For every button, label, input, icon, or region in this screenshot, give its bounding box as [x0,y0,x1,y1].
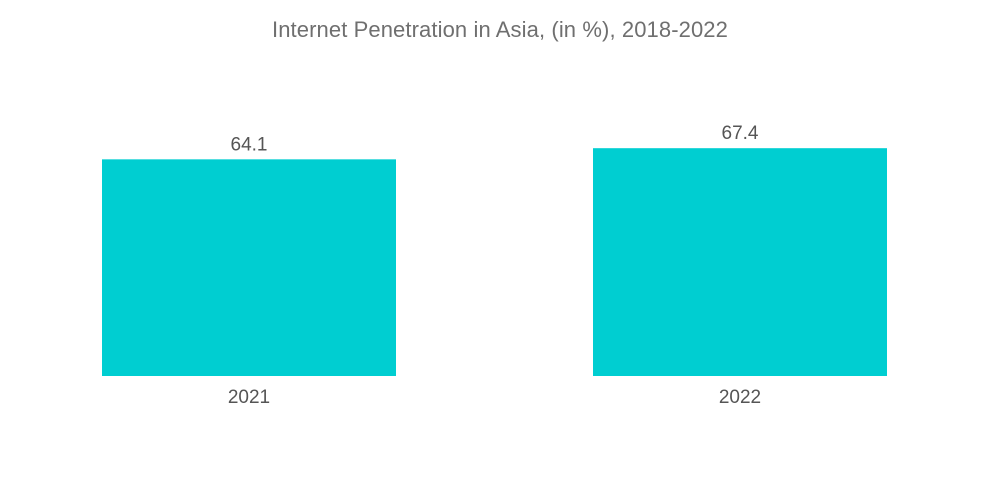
data-label-2021: 64.1 [231,134,268,155]
x-tick-label-2022: 2022 [719,387,761,408]
bar-2021 [102,159,396,376]
x-tick-label-2021: 2021 [228,387,270,408]
chart-title: Internet Penetration in Asia, (in %), 20… [272,17,728,42]
data-label-2022: 67.4 [722,123,759,144]
bar-2022 [593,148,887,376]
